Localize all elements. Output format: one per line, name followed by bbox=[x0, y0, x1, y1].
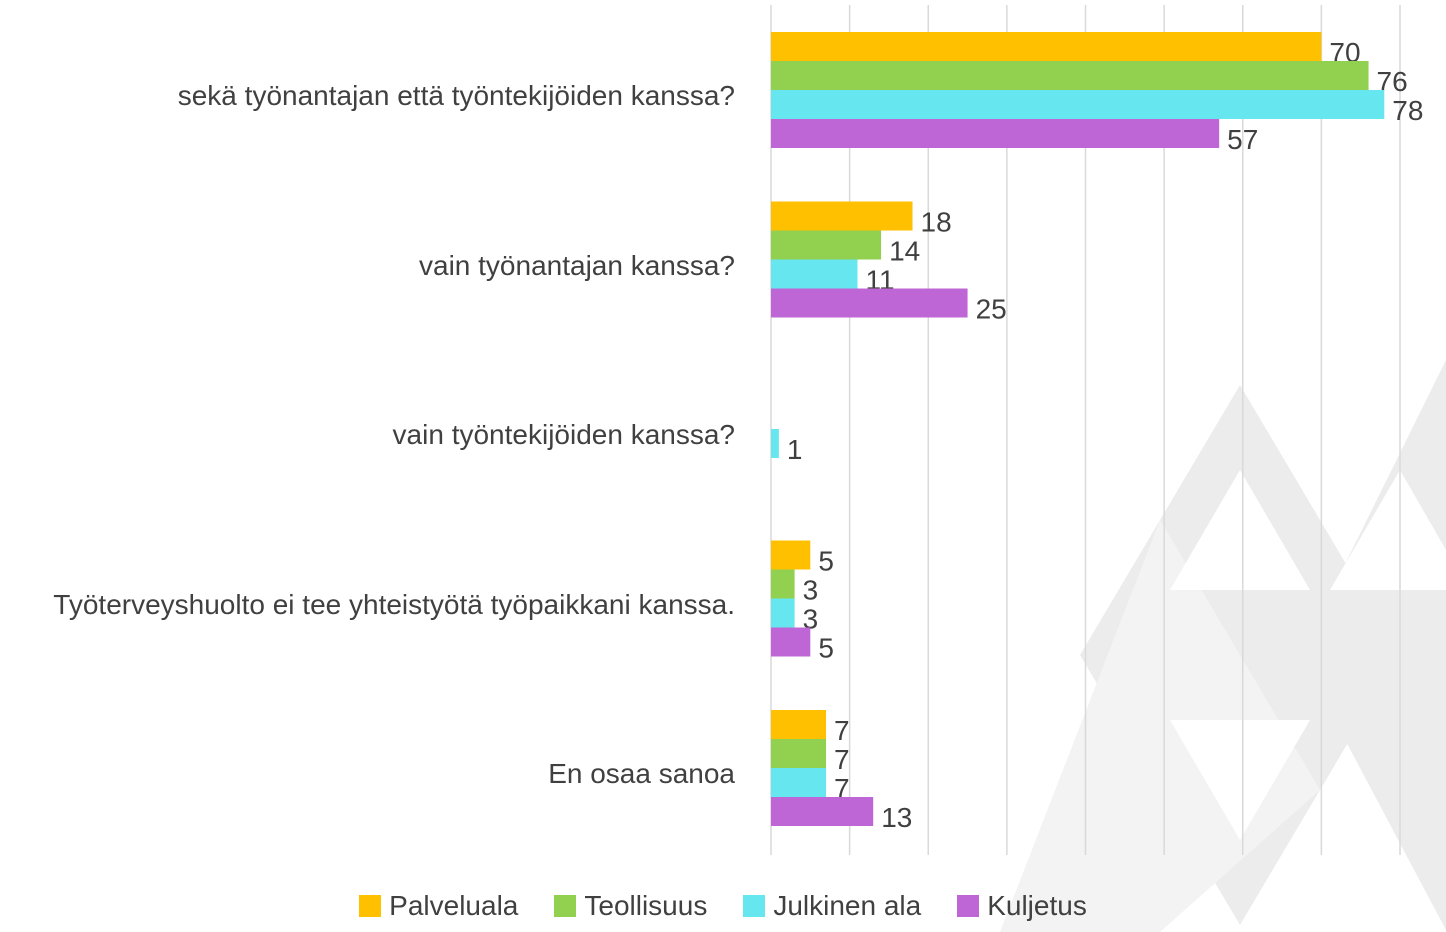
legend-label: Kuljetus bbox=[987, 890, 1087, 921]
category-label: En osaa sanoa bbox=[10, 752, 735, 796]
legend-swatch bbox=[743, 895, 766, 917]
category-label: sekä työnantajan että työntekijöiden kan… bbox=[10, 74, 735, 118]
category-text: vain työnantajan kanssa? bbox=[419, 249, 735, 281]
bar bbox=[771, 569, 795, 599]
bar bbox=[771, 598, 795, 628]
bar bbox=[771, 230, 882, 260]
category-text: Työterveyshuolto ei tee yhteistyötä työp… bbox=[53, 588, 735, 620]
bar bbox=[771, 201, 913, 231]
legend-swatch bbox=[957, 895, 980, 917]
legend-label: Julkinen ala bbox=[773, 890, 922, 921]
bar bbox=[771, 90, 1385, 119]
bar bbox=[771, 627, 811, 657]
value-label: 14 bbox=[889, 235, 920, 266]
category-label: vain työnantajan kanssa? bbox=[10, 244, 735, 288]
legend: Palveluala Teollisuus Julkinen ala Kuljetus bbox=[0, 890, 1446, 922]
value-label: 25 bbox=[976, 293, 1007, 324]
bar bbox=[771, 797, 874, 826]
value-label: 7 bbox=[834, 715, 850, 746]
background-pattern bbox=[1000, 360, 1446, 932]
value-label: 3 bbox=[803, 574, 819, 605]
legend-item: Teollisuus bbox=[554, 890, 707, 922]
category-label: vain työntekijöiden kanssa? bbox=[10, 413, 735, 457]
bar bbox=[771, 119, 1220, 148]
bar bbox=[771, 429, 779, 458]
value-label: 5 bbox=[818, 545, 834, 576]
bar bbox=[771, 288, 968, 318]
value-label: 5 bbox=[818, 632, 834, 663]
category-label: Työterveyshuolto ei tee yhteistyötä työp… bbox=[10, 583, 735, 627]
category-text: vain työntekijöiden kanssa? bbox=[392, 419, 735, 450]
legend-label: Palveluala bbox=[389, 890, 519, 921]
bar bbox=[771, 710, 827, 739]
value-label: 13 bbox=[881, 802, 912, 833]
legend-item: Kuljetus bbox=[957, 890, 1087, 922]
legend-label: Teollisuus bbox=[584, 890, 708, 921]
bar bbox=[771, 540, 811, 570]
value-label: 18 bbox=[921, 206, 952, 237]
value-label: 3 bbox=[803, 603, 819, 634]
legend-swatch bbox=[359, 895, 382, 917]
bar bbox=[771, 259, 858, 289]
category-text: En osaa sanoa bbox=[548, 758, 735, 789]
bar bbox=[771, 739, 827, 768]
bar bbox=[771, 61, 1369, 90]
value-label: 7 bbox=[834, 744, 850, 775]
value-label: 57 bbox=[1227, 124, 1258, 155]
value-label: 7 bbox=[834, 773, 850, 804]
bar bbox=[771, 32, 1322, 61]
category-text: sekä työnantajan että työntekijöiden kan… bbox=[177, 80, 735, 111]
legend-item: Palveluala bbox=[359, 890, 518, 922]
background-pattern-light bbox=[1170, 470, 1446, 840]
legend-item: Julkinen ala bbox=[743, 890, 921, 922]
legend-swatch bbox=[554, 895, 577, 917]
value-label: 78 bbox=[1392, 95, 1423, 126]
value-label: 1 bbox=[787, 434, 803, 465]
bar bbox=[771, 768, 827, 797]
